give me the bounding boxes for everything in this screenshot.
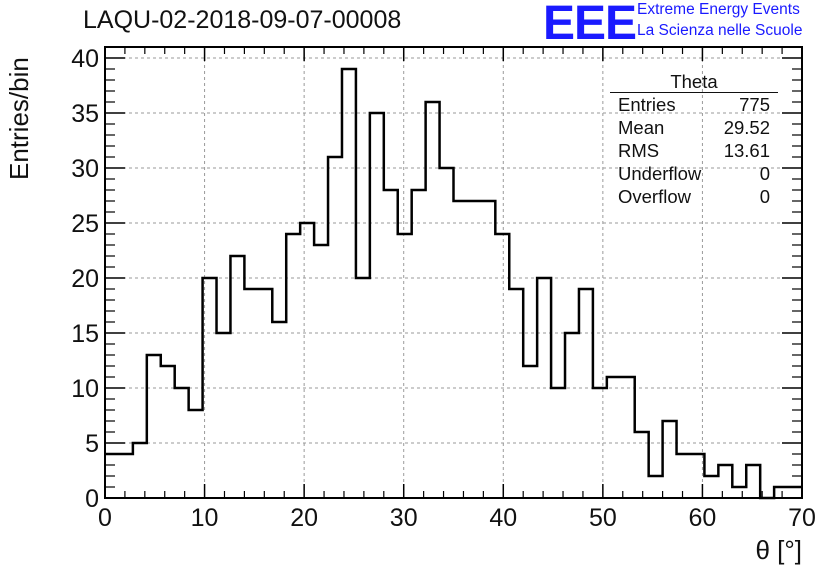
stats-row: Mean 29.52 — [610, 116, 778, 139]
y-tick-label: 30 — [71, 155, 99, 183]
x-tick-label: 40 — [489, 504, 517, 532]
stats-title: Theta — [610, 72, 778, 93]
y-tick-label: 5 — [85, 430, 99, 458]
stats-label: Entries — [618, 94, 676, 115]
y-tick-label: 15 — [71, 320, 99, 348]
logo-line-2: La Scienza nelle Scuole — [637, 22, 803, 39]
stats-value: 0 — [759, 186, 770, 207]
x-axis-label: θ [°] — [755, 535, 802, 565]
y-tick-label: 25 — [71, 210, 99, 238]
stats-row: Overflow 0 — [610, 185, 778, 208]
axis-ticks — [104, 46, 803, 499]
y-axis-label: Entries/bin — [4, 57, 34, 180]
x-tick-label: 0 — [98, 504, 112, 532]
chart-title: LAQU-02-2018-09-07-00008 — [83, 6, 402, 34]
stats-value: 775 — [739, 94, 770, 115]
x-tick-label: 10 — [191, 504, 219, 532]
stats-value: 0 — [759, 163, 770, 184]
y-tick-label: 10 — [71, 375, 99, 403]
x-tick-label: 70 — [788, 504, 816, 532]
stats-box: Theta Entries 775 Mean 29.52 RMS 13.61 Unde… — [610, 72, 778, 208]
x-tick-label: 60 — [689, 504, 717, 532]
logo-line-1: Extreme Energy Events — [637, 1, 800, 18]
stats-row: Underflow 0 — [610, 162, 778, 185]
stats-row: Entries 775 — [610, 93, 778, 116]
histogram-line — [105, 67, 802, 500]
x-tick-label: 30 — [390, 504, 418, 532]
stats-label: RMS — [618, 140, 660, 161]
x-tick-label: 50 — [589, 504, 617, 532]
y-tick-label: 40 — [71, 45, 99, 73]
x-tick-label: 20 — [290, 504, 318, 532]
plot-frame — [104, 46, 803, 499]
y-tick-label: 20 — [71, 265, 99, 293]
stats-label: Underflow — [618, 163, 702, 184]
stats-value: 13.61 — [723, 140, 770, 161]
stats-label: Overflow — [618, 186, 691, 207]
y-tick-label: 35 — [71, 100, 99, 128]
tick-labels: 0 10 20 30 40 50 60 70 0 5 10 15 20 25 30 35 40 — [71, 45, 816, 532]
stats-row: RMS 13.61 — [610, 139, 778, 162]
eee-logo: EEE — [543, 0, 637, 50]
stats-value: 29.52 — [723, 117, 770, 138]
y-tick-label: 0 — [85, 485, 99, 513]
stats-label: Mean — [618, 117, 665, 138]
